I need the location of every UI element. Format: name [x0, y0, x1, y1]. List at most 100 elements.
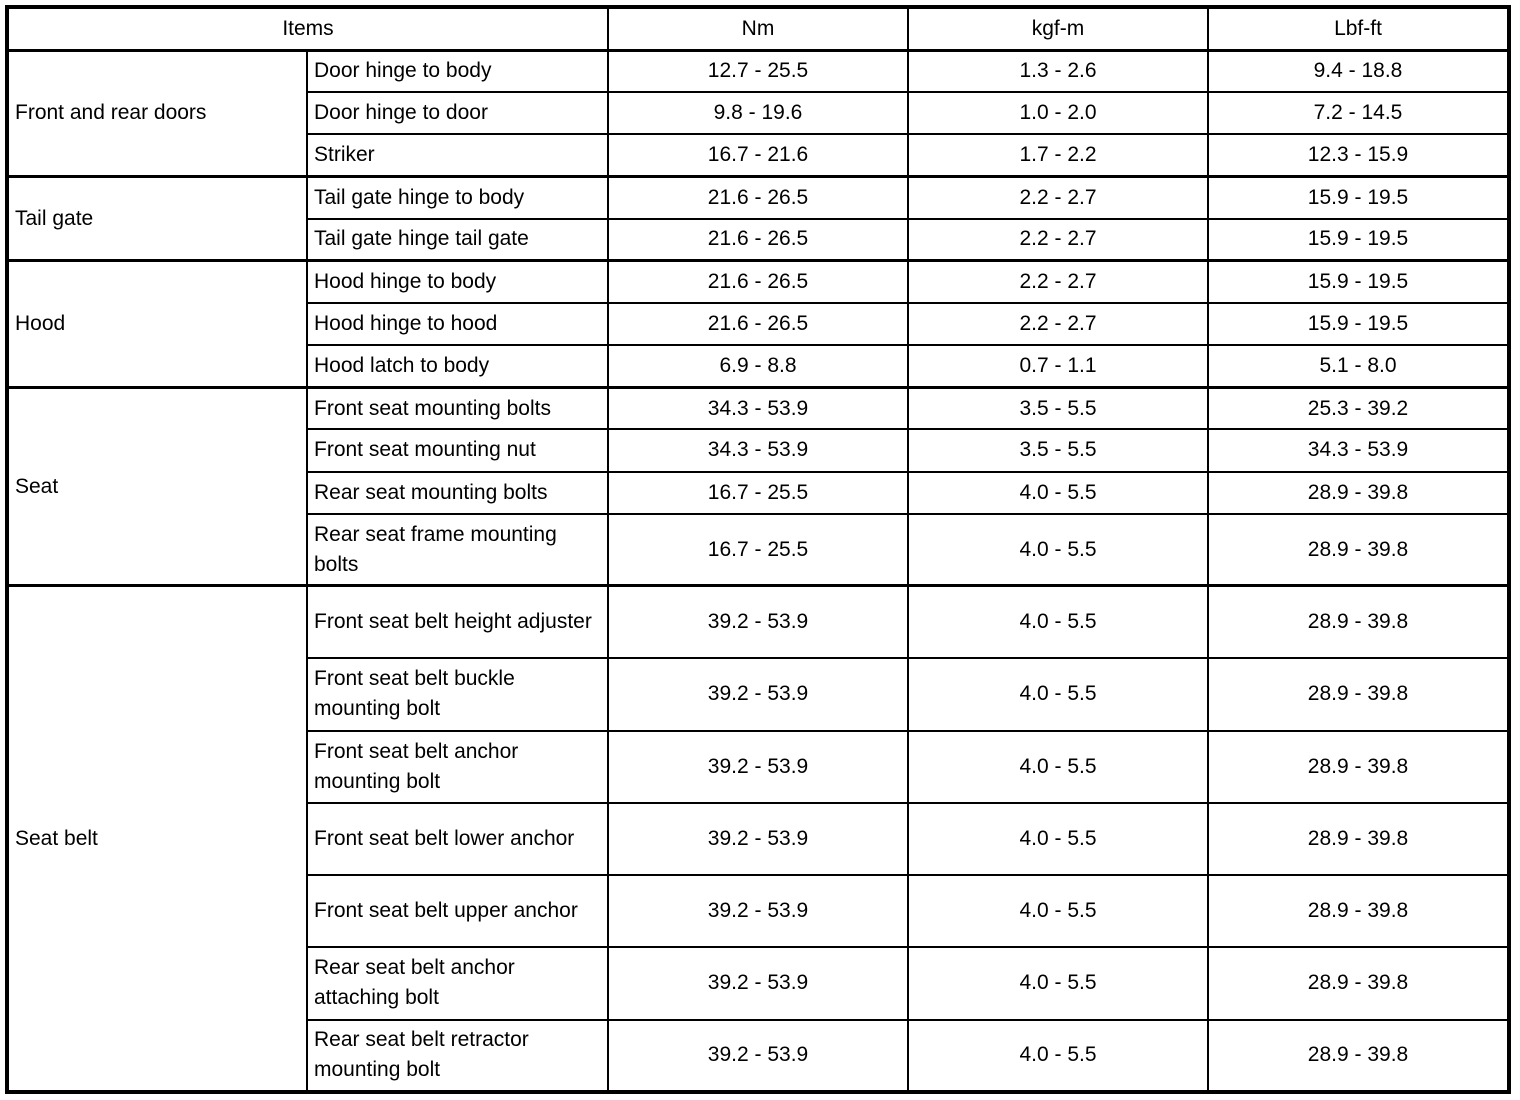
lbfft-cell: 28.9 - 39.8: [1207, 946, 1510, 1021]
table-row: Tail gate hinge tail gate 21.6 - 26.5 2.2 …: [7, 217, 1510, 262]
table-row: Striker 16.7 - 21.6 1.7 - 2.2 12.3 - 15.9: [7, 133, 1510, 178]
item-cell: Front seat mounting nut: [306, 428, 609, 473]
lbfft-cell: 28.9 - 39.8: [1207, 801, 1510, 877]
kgfm-cell: 1.0 - 2.0: [907, 91, 1209, 136]
lbfft-cell: 28.9 - 39.8: [1207, 1018, 1510, 1094]
table-row: Hood latch to body 6.9 - 8.8 0.7 - 1.1 5.1 …: [7, 344, 1510, 389]
item-cell: Hood latch to body: [306, 344, 609, 389]
header-lbfft: Lbf-ft: [1207, 6, 1510, 51]
lbfft-cell: 25.3 - 39.2: [1207, 385, 1510, 431]
lbfft-cell: 28.9 - 39.8: [1207, 584, 1510, 660]
kgfm-cell: 4.0 - 5.5: [907, 874, 1209, 949]
item-cell: Door hinge to body: [306, 48, 609, 94]
table-row: Front seat belt lower anchor 39.2 - 53.9 4…: [7, 801, 1510, 877]
nm-cell: 39.2 - 53.9: [607, 657, 909, 732]
lbfft-cell: 15.9 - 19.5: [1207, 217, 1510, 262]
item-cell: Rear seat belt anchor attaching bolt: [306, 946, 609, 1021]
table-row: Door hinge to door 9.8 - 19.6 1.0 - 2.0 7.2…: [7, 91, 1510, 136]
nm-cell: 39.2 - 53.9: [607, 946, 909, 1021]
lbfft-cell: 28.9 - 39.8: [1207, 512, 1510, 587]
item-cell: Front seat belt upper anchor: [306, 874, 609, 949]
item-cell: Tail gate hinge tail gate: [306, 217, 609, 262]
header-nm: Nm: [607, 6, 909, 51]
item-cell: Hood hinge to hood: [306, 301, 609, 347]
item-cell: Striker: [306, 133, 609, 178]
kgfm-cell: 0.7 - 1.1: [907, 344, 1209, 389]
lbfft-cell: 7.2 - 14.5: [1207, 91, 1510, 136]
header-row: Items Nm kgf-m Lbf-ft: [6, 6, 1510, 51]
lbfft-cell: 15.9 - 19.5: [1207, 301, 1510, 347]
nm-cell: 16.7 - 25.5: [607, 470, 909, 515]
nm-cell: 39.2 - 53.9: [607, 1018, 909, 1094]
table-row: Rear seat belt retractor mounting bolt 39…: [7, 1018, 1510, 1094]
item-cell: Front seat belt anchor mounting bolt: [306, 729, 609, 804]
table-row: Front seat belt upper anchor 39.2 - 53.9 4…: [7, 874, 1510, 949]
item-cell: Door hinge to door: [306, 91, 609, 136]
item-cell: Front seat belt height adjuster: [306, 584, 609, 660]
nm-cell: 39.2 - 53.9: [607, 584, 909, 660]
table-row: Rear seat belt anchor attaching bolt 39.2…: [7, 946, 1510, 1021]
nm-cell: 21.6 - 26.5: [607, 217, 909, 262]
item-cell: Rear seat mounting bolts: [306, 470, 609, 515]
nm-cell: 34.3 - 53.9: [607, 428, 909, 473]
table-row: Front and rear doors Door hinge to body 12…: [6, 48, 1510, 178]
lbfft-cell: 28.9 - 39.8: [1207, 470, 1510, 515]
kgfm-cell: 3.5 - 5.5: [907, 428, 1209, 473]
nm-cell: 21.6 - 26.5: [607, 174, 909, 220]
nm-cell: 16.7 - 25.5: [607, 512, 909, 587]
header-items: Items: [6, 6, 609, 51]
group-name-cell: Seat belt: [6, 584, 308, 1094]
torque-spec-table: Items Nm kgf-m Lbf-ft Front and rear doo…: [5, 5, 1511, 1094]
lbfft-cell: 9.4 - 18.8: [1207, 48, 1510, 94]
item-cell: Rear seat frame mounting bolts: [306, 512, 609, 587]
lbfft-cell: 5.1 - 8.0: [1207, 344, 1510, 389]
table-row: Seat belt Front seat belt height adjuster…: [6, 584, 1510, 1094]
kgfm-cell: 4.0 - 5.5: [907, 512, 1209, 587]
kgfm-cell: 4.0 - 5.5: [907, 657, 1209, 732]
nm-cell: 21.6 - 26.5: [607, 259, 909, 304]
group-name-cell: Front and rear doors: [6, 48, 308, 178]
kgfm-cell: 4.0 - 5.5: [907, 470, 1209, 515]
item-cell: Rear seat belt retractor mounting bolt: [306, 1018, 609, 1094]
kgfm-cell: 2.2 - 2.7: [907, 217, 1209, 262]
item-cell: Front seat mounting bolts: [306, 385, 609, 431]
group-name-cell: Hood: [6, 259, 308, 389]
nm-cell: 39.2 - 53.9: [607, 801, 909, 877]
item-cell: Front seat belt buckle mounting bolt: [306, 657, 609, 732]
header-kgfm: kgf-m: [907, 6, 1209, 51]
lbfft-cell: 28.9 - 39.8: [1207, 874, 1510, 949]
kgfm-cell: 1.3 - 2.6: [907, 48, 1209, 94]
nm-cell: 34.3 - 53.9: [607, 385, 909, 431]
kgfm-cell: 2.2 - 2.7: [907, 259, 1209, 304]
item-cell: Tail gate hinge to body: [306, 174, 609, 220]
nm-cell: 39.2 - 53.9: [607, 874, 909, 949]
item-cell: Hood hinge to body: [306, 259, 609, 304]
group-name-cell: Tail gate: [6, 174, 308, 262]
table-row: Seat Front seat mounting bolts 34.3 - 53.9…: [6, 385, 1510, 587]
nm-cell: 12.7 - 25.5: [607, 48, 909, 94]
kgfm-cell: 4.0 - 5.5: [907, 1018, 1209, 1094]
nm-cell: 16.7 - 21.6: [607, 133, 909, 178]
kgfm-cell: 2.2 - 2.7: [907, 301, 1209, 347]
group-name-cell: Seat: [6, 385, 308, 587]
lbfft-cell: 15.9 - 19.5: [1207, 259, 1510, 304]
kgfm-cell: 1.7 - 2.2: [907, 133, 1209, 178]
table-row: Front seat belt buckle mounting bolt 39.2…: [7, 657, 1510, 732]
kgfm-cell: 4.0 - 5.5: [907, 801, 1209, 877]
lbfft-cell: 12.3 - 15.9: [1207, 133, 1510, 178]
nm-cell: 39.2 - 53.9: [607, 729, 909, 804]
table-row: Front seat belt anchor mounting bolt 39.2…: [7, 729, 1510, 804]
lbfft-cell: 28.9 - 39.8: [1207, 657, 1510, 732]
table-row: Hood hinge to hood 21.6 - 26.5 2.2 - 2.7 15…: [7, 301, 1510, 347]
table-row: Hood Hood hinge to body 21.6 - 26.5 2.2 - 2…: [6, 259, 1510, 389]
table-row: Rear seat mounting bolts 16.7 - 25.5 4.0 -…: [7, 470, 1510, 515]
table-body: Front and rear doors Door hinge to body 12…: [6, 48, 1510, 1094]
nm-cell: 21.6 - 26.5: [607, 301, 909, 347]
kgfm-cell: 4.0 - 5.5: [907, 946, 1209, 1021]
lbfft-cell: 15.9 - 19.5: [1207, 174, 1510, 220]
table-row: Rear seat frame mounting bolts 16.7 - 25.…: [7, 512, 1510, 587]
kgfm-cell: 4.0 - 5.5: [907, 729, 1209, 804]
item-cell: Front seat belt lower anchor: [306, 801, 609, 877]
table-row: Tail gate Tail gate hinge to body 21.6 - 2…: [6, 174, 1510, 262]
nm-cell: 9.8 - 19.6: [607, 91, 909, 136]
